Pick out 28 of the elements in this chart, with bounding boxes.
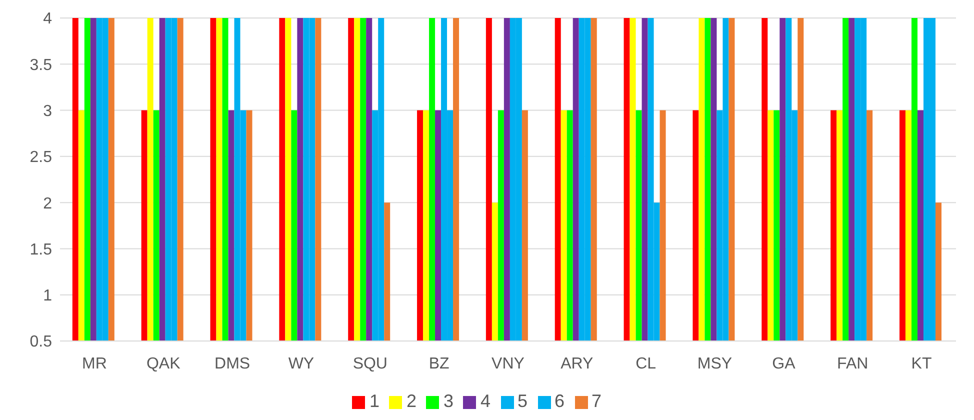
legend-label: 3	[443, 391, 454, 411]
x-tick-label: SQU	[352, 355, 388, 372]
x-tick-label: VNY	[492, 355, 525, 372]
x-tick-label: CL	[636, 355, 656, 372]
y-tick-label: 0.5	[30, 334, 52, 351]
y-tick-label: 1.5	[30, 241, 52, 258]
x-tick-label: DMS	[214, 355, 250, 372]
x-tick-label: BZ	[428, 355, 450, 372]
y-tick-label: 3	[43, 102, 52, 120]
y-tick-label: 4	[43, 10, 52, 28]
legend-label: 7	[592, 391, 602, 411]
x-tick-label: MR	[82, 355, 107, 372]
x-tick-label: ARY	[560, 355, 594, 372]
legend-label: 2	[406, 391, 416, 411]
legend-label: 4	[480, 391, 490, 411]
legend-label: 6	[554, 391, 565, 411]
x-tick-label: QAK	[146, 355, 181, 372]
legend-label: 5	[518, 391, 528, 411]
x-tick-label: FAN	[837, 355, 868, 372]
x-tick-label: KT	[911, 355, 932, 372]
x-tick-label: WY	[288, 355, 314, 372]
y-tick-label: 1	[43, 288, 52, 305]
legend-label: 1	[369, 391, 380, 411]
y-tick-label: 3.5	[30, 56, 52, 74]
x-tick-label: GA	[772, 355, 796, 372]
y-tick-label: 2.5	[30, 149, 52, 166]
x-tick-label: MSY	[697, 355, 732, 372]
y-tick-label: 2	[43, 195, 52, 212]
